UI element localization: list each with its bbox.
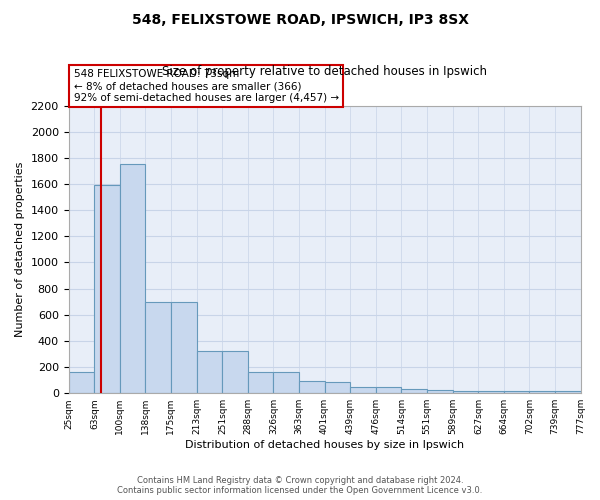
Bar <box>274 372 299 393</box>
Bar <box>452 390 478 393</box>
Bar <box>170 302 197 393</box>
Bar <box>223 352 248 393</box>
Bar <box>197 352 223 393</box>
Y-axis label: Number of detached properties: Number of detached properties <box>15 162 25 337</box>
Bar <box>503 391 529 393</box>
Bar <box>350 386 376 393</box>
Text: 548 FELIXSTOWE ROAD: 73sqm
← 8% of detached houses are smaller (366)
92% of semi: 548 FELIXSTOWE ROAD: 73sqm ← 8% of detac… <box>74 70 339 102</box>
Bar <box>554 391 581 393</box>
Text: 548, FELIXSTOWE ROAD, IPSWICH, IP3 8SX: 548, FELIXSTOWE ROAD, IPSWICH, IP3 8SX <box>131 12 469 26</box>
Bar <box>145 302 170 393</box>
X-axis label: Distribution of detached houses by size in Ipswich: Distribution of detached houses by size … <box>185 440 464 450</box>
Title: Size of property relative to detached houses in Ipswich: Size of property relative to detached ho… <box>162 65 487 78</box>
Bar <box>119 164 145 393</box>
Bar <box>248 372 274 393</box>
Bar <box>478 391 503 393</box>
Bar <box>94 186 119 393</box>
Bar <box>376 386 401 393</box>
Bar <box>68 372 94 393</box>
Text: Contains HM Land Registry data © Crown copyright and database right 2024.
Contai: Contains HM Land Registry data © Crown c… <box>118 476 482 495</box>
Bar <box>529 391 554 393</box>
Bar <box>299 382 325 393</box>
Bar <box>427 390 452 393</box>
Bar <box>325 382 350 393</box>
Bar <box>401 390 427 393</box>
